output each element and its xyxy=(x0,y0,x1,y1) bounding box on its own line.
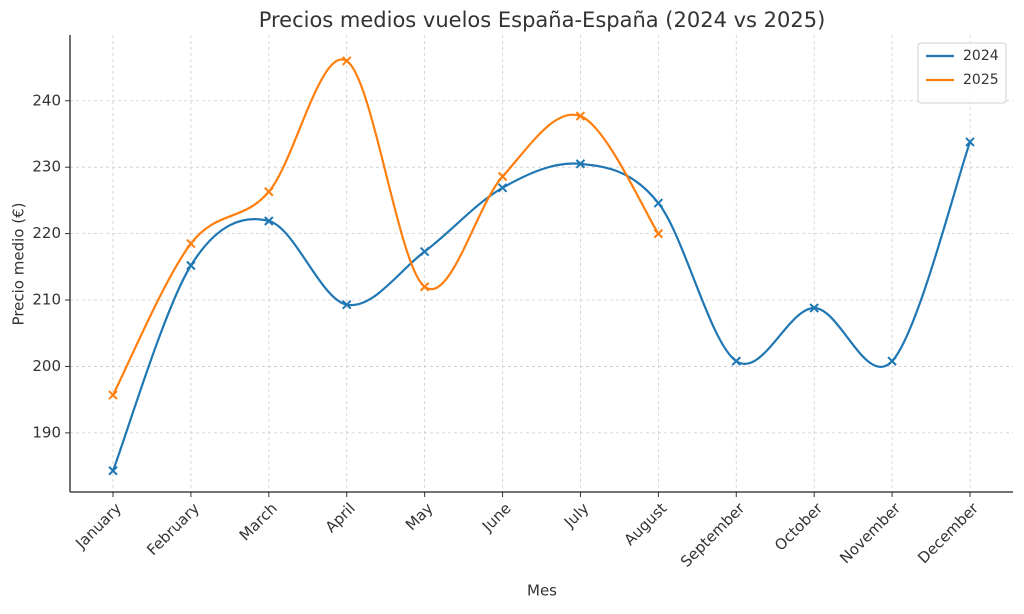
y-tick-label: 200 xyxy=(32,357,61,375)
point-marker xyxy=(731,356,741,366)
x-tick-label: May xyxy=(402,499,437,534)
x-tick-label: November xyxy=(836,499,904,567)
point-marker xyxy=(108,466,118,476)
point-marker xyxy=(342,56,352,66)
legend-label: 2024 xyxy=(963,48,999,64)
y-tick-label: 220 xyxy=(32,224,61,242)
point-marker xyxy=(497,183,508,193)
x-tick-label: February xyxy=(143,499,203,559)
series-line xyxy=(112,58,660,396)
point-marker xyxy=(342,299,352,310)
x-tick-label: January xyxy=(71,499,125,553)
x-tick-label: June xyxy=(478,499,515,536)
x-tick-label: July xyxy=(560,499,593,532)
y-tick-label: 230 xyxy=(32,158,61,176)
chart-title: Precios medios vuelos España-España (202… xyxy=(259,8,826,32)
point-marker xyxy=(965,137,975,147)
x-axis-label: Mes xyxy=(527,582,557,600)
x-tick-label: September xyxy=(677,499,749,571)
point-marker xyxy=(264,187,274,197)
y-tick-label: 240 xyxy=(32,91,61,109)
point-marker xyxy=(575,111,586,121)
x-tick-label: August xyxy=(621,499,671,549)
y-tick-label: 190 xyxy=(32,423,61,441)
point-marker xyxy=(419,282,430,292)
x-tick-label: December xyxy=(914,499,982,567)
point-marker xyxy=(419,246,430,257)
point-marker xyxy=(653,228,664,239)
legend-box xyxy=(917,42,1007,104)
x-tick-label: April xyxy=(322,499,359,536)
point-marker xyxy=(809,303,819,313)
point-marker xyxy=(497,171,508,182)
point-marker xyxy=(264,216,274,226)
y-axis-label: Precio medio (€) xyxy=(10,203,28,326)
point-marker xyxy=(186,238,196,249)
point-marker xyxy=(108,390,118,400)
point-marker xyxy=(887,356,897,366)
legend-label: 2025 xyxy=(963,72,999,88)
y-tick-label: 210 xyxy=(32,291,61,309)
series-line xyxy=(111,141,972,472)
point-marker xyxy=(575,159,586,169)
x-tick-label: October xyxy=(771,499,827,555)
point-marker xyxy=(186,260,196,271)
x-tick-label: March xyxy=(236,499,281,544)
point-marker xyxy=(653,198,664,208)
